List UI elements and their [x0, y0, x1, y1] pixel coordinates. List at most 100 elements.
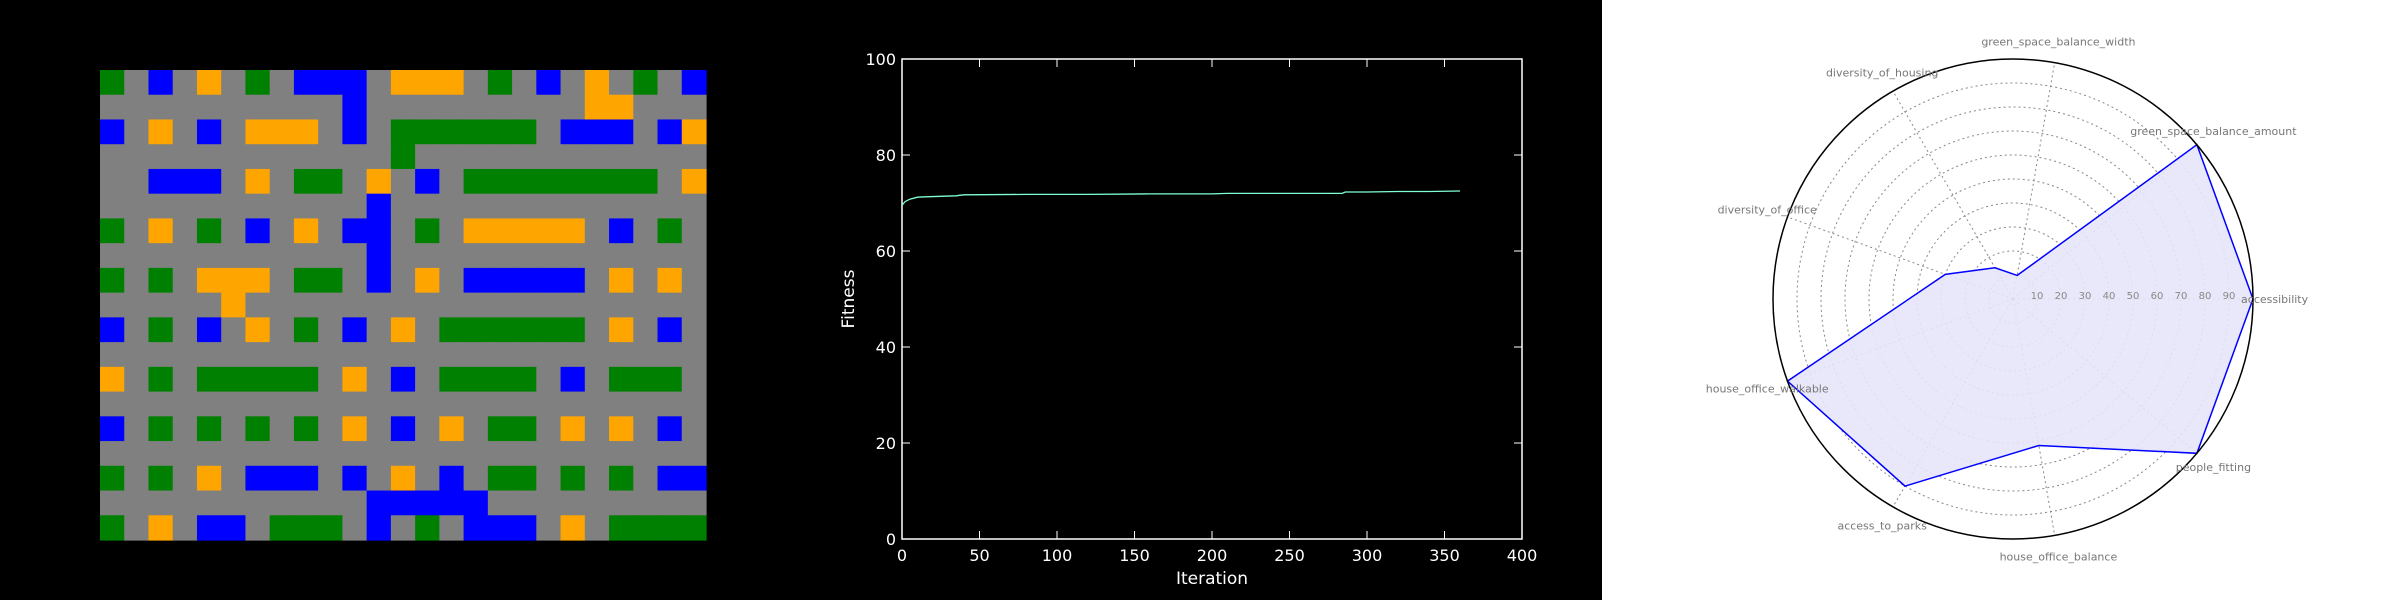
grid-cell-office [245, 267, 271, 294]
grid-cell-road [269, 441, 295, 467]
grid-cell-housing [100, 119, 125, 145]
grid-cell-road [245, 144, 271, 170]
grid-cell-housing [100, 416, 125, 442]
grid-cell-road [657, 70, 683, 96]
grid-cell-green-space [536, 317, 562, 343]
grid-cell-road [633, 267, 659, 294]
grid-cell-green-space [439, 317, 465, 343]
grid-cell-green-space [681, 515, 707, 541]
grid-cell-road [172, 391, 198, 417]
grid-cell-road [415, 144, 440, 170]
grid-cell-road [221, 144, 247, 170]
grid-cell-road [172, 342, 198, 368]
grid-cell-road [633, 94, 659, 121]
grid-cell-green-space [390, 144, 416, 170]
grid-cell-road [584, 515, 610, 541]
grid-cell-road [536, 94, 562, 121]
grid-cell-road [148, 193, 174, 220]
grid-cell-road [293, 391, 319, 417]
grid-cell-road [390, 441, 416, 467]
grid-cell-road [221, 119, 247, 145]
grid-cell-road [681, 243, 707, 269]
grid-cell-road [536, 243, 562, 269]
x-tick-label: 150 [1119, 546, 1150, 565]
grid-cell-green-space [633, 515, 659, 541]
grid-cell-green-space [657, 366, 683, 393]
x-tick-label: 350 [1429, 546, 1460, 565]
grid-cell-office [196, 267, 222, 294]
grid-cell-green-space [512, 416, 537, 442]
grid-cell-green-space [512, 168, 537, 195]
grid-cell-road [633, 292, 659, 318]
grid-cell-road [681, 94, 707, 121]
grid-cell-road [342, 441, 368, 467]
grid-cell-green-space [318, 515, 343, 541]
grid-cell-road [100, 391, 125, 417]
grid-cell-housing [172, 168, 198, 195]
grid-cell-road [463, 416, 489, 442]
grid-cell-office [390, 70, 416, 96]
grid-cell-housing [318, 70, 343, 96]
grid-cell-road [390, 94, 416, 121]
grid-cell-road [293, 441, 319, 467]
grid-cell-road [342, 267, 368, 294]
grid-cell-housing [584, 119, 610, 145]
grid-cell-road [439, 391, 465, 417]
grid-cell-road [124, 465, 150, 492]
y-tick-label: 80 [876, 146, 896, 165]
grid-cell-road [463, 94, 489, 121]
grid-cell-housing [487, 267, 513, 294]
grid-cell-office [560, 218, 586, 244]
grid-cell-road [633, 342, 659, 368]
grid-cell-green-space [100, 70, 125, 96]
grid-cell-road [390, 193, 416, 220]
grid-cell-road [318, 465, 343, 492]
grid-cell-green-space [415, 218, 440, 244]
grid-cell-road [487, 391, 513, 417]
grid-cell-road [390, 218, 416, 244]
grid-cell-office [487, 218, 513, 244]
grid-cell-office [609, 416, 634, 442]
grid-cell-green-space [560, 465, 586, 492]
grid-cell-road [245, 94, 271, 121]
grid-cell-housing [390, 490, 416, 516]
grid-cell-road [681, 292, 707, 318]
grid-cell-road [196, 144, 222, 170]
grid-cell-green-space [415, 119, 440, 145]
grid-cell-road [342, 391, 368, 417]
grid-cell-road [245, 292, 271, 318]
grid-cell-road [293, 342, 319, 368]
x-tick-label: 300 [1352, 546, 1383, 565]
grid-cell-road [342, 515, 368, 541]
grid-cell-road [366, 94, 392, 121]
grid-cell-housing [221, 515, 247, 541]
grid-cell-road [439, 441, 465, 467]
grid-cell-road [609, 342, 634, 368]
grid-cell-road [148, 342, 174, 368]
grid-cell-road [221, 465, 247, 492]
grid-cell-road [536, 515, 562, 541]
grid-cell-road [269, 218, 295, 244]
grid-cell-housing [536, 70, 562, 96]
grid-cell-housing [463, 267, 489, 294]
grid-cell-green-space [463, 366, 489, 393]
grid-cell-road [342, 193, 368, 220]
grid-cell-road [366, 342, 392, 368]
grid-cell-office [390, 465, 416, 492]
grid-cell-office [245, 119, 271, 145]
grid-cell-road [681, 144, 707, 170]
grid-cell-green-space [487, 317, 513, 343]
grid-cell-road [269, 144, 295, 170]
grid-cell-housing [536, 267, 562, 294]
grid-cell-road [124, 292, 150, 318]
grid-cell-road [124, 366, 150, 393]
grid-cell-road [293, 193, 319, 220]
grid-cell-housing [100, 317, 125, 343]
grid-cell-road [124, 168, 150, 195]
grid-cell-road [196, 391, 222, 417]
grid-cell-housing [366, 218, 392, 244]
grid-cell-green-space [245, 416, 271, 442]
grid-cell-road [269, 70, 295, 96]
grid-cell-road [172, 193, 198, 220]
grid-cell-road [439, 193, 465, 220]
